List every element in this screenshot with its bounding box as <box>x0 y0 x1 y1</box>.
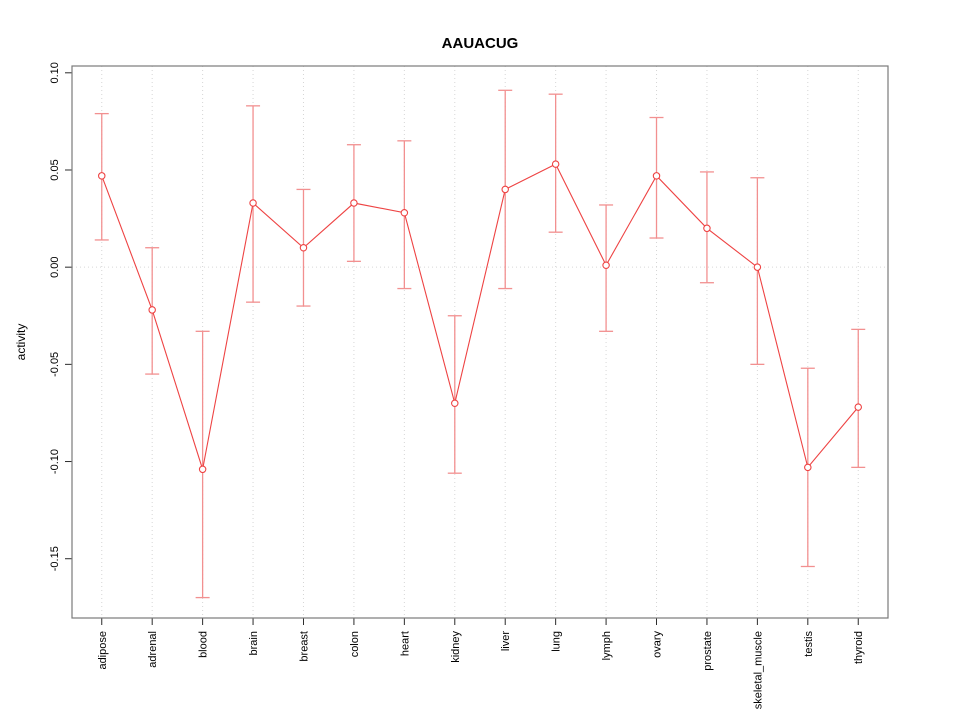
y-tick-label: 0.10 <box>49 62 61 83</box>
data-point-marker <box>501 185 509 194</box>
x-tick-label: breast <box>298 631 310 662</box>
x-tick-label: lymph <box>601 631 613 660</box>
series-line <box>101 163 859 470</box>
x-tick-label: heart <box>399 631 411 656</box>
x-tick-label: skeletal_muscle <box>752 631 764 709</box>
data-point-marker <box>400 208 409 217</box>
x-tick-label: blood <box>198 631 210 658</box>
y-axis-label: activity <box>14 324 28 361</box>
x-tick-label: liver <box>500 631 512 652</box>
data-point-marker <box>249 199 257 207</box>
x-tick-label: prostate <box>702 631 714 671</box>
x-tick-label: thyroid <box>853 631 865 664</box>
data-line <box>101 163 859 470</box>
data-point-marker <box>652 172 661 180</box>
data-point-marker <box>551 160 560 168</box>
x-tick-label: adipose <box>97 631 109 670</box>
data-point-marker <box>451 399 459 407</box>
y-tick-label: 0.05 <box>49 159 61 180</box>
x-tick-label: adrenal <box>147 631 159 668</box>
data-point-marker <box>804 463 812 472</box>
x-tick-label: kidney <box>450 631 462 663</box>
x-tick-label: ovary <box>652 631 664 658</box>
data-point-marker <box>299 243 308 252</box>
x-tick-label: lung <box>551 631 563 652</box>
x-tick-label: brain <box>248 631 260 655</box>
y-tick-label: -0.10 <box>49 449 61 474</box>
data-point-marker <box>350 199 358 207</box>
data-point-marker <box>753 263 762 271</box>
x-tick-label: colon <box>349 631 361 657</box>
data-point-marker <box>148 306 156 314</box>
data-point-marker <box>98 172 106 180</box>
y-tick-label: -0.05 <box>49 352 61 377</box>
y-tick-label: 0.00 <box>49 256 61 277</box>
data-point-marker <box>854 403 862 411</box>
x-tick-label: testis <box>803 631 815 657</box>
chart-title: AAUACUG <box>442 35 519 52</box>
data-point-marker <box>602 261 610 269</box>
data-point-marker <box>703 224 711 233</box>
x-axis: adipose adrenal blood brain breast colon heart… <box>97 618 865 709</box>
y-axis: 0.10 0.05 0.00 -0.05 -0.10 -0.15 <box>49 62 72 571</box>
data-point-marker <box>198 465 207 474</box>
data-points <box>98 160 862 474</box>
plot-border <box>71 65 889 619</box>
y-tick-label: -0.15 <box>49 546 61 571</box>
